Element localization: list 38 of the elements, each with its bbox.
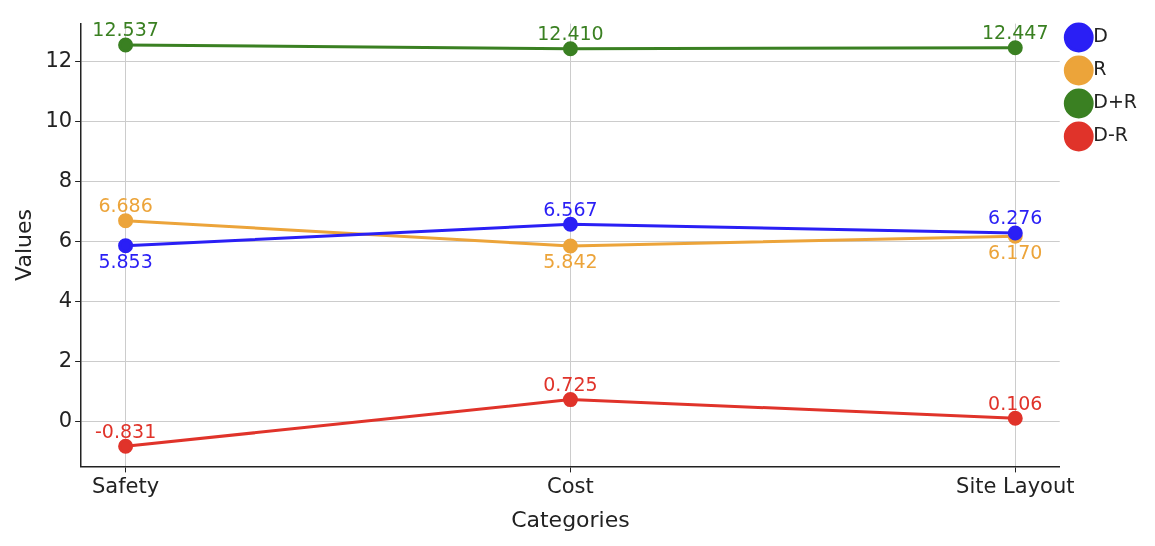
point — [1007, 410, 1023, 426]
data-label: 6.567 — [543, 197, 598, 220]
data-label: 5.842 — [543, 250, 598, 273]
point — [118, 37, 134, 53]
y-tick-label: 10 — [45, 107, 73, 132]
x-tick-label: Safety — [92, 474, 160, 499]
y-tick-label: 4 — [58, 287, 73, 312]
legend-label: R — [1093, 57, 1107, 80]
data-label: 0.725 — [543, 373, 598, 396]
x-tick-label: Cost — [547, 474, 594, 499]
point — [118, 213, 134, 229]
data-label: 6.686 — [98, 194, 153, 217]
y-tick-label: 12 — [45, 47, 73, 72]
point — [118, 238, 134, 254]
legend-label: D — [1093, 24, 1108, 47]
data-label: 12.537 — [92, 18, 159, 41]
data-label: 5.853 — [98, 250, 153, 273]
point — [562, 392, 578, 408]
data-label: 12.447 — [982, 21, 1049, 44]
legend-label: D+R — [1093, 90, 1138, 113]
point — [562, 216, 578, 232]
x-axis-title: Categories — [511, 506, 630, 532]
y-tick-label: 8 — [58, 167, 73, 192]
point — [1007, 40, 1023, 56]
x-tick-label: Site Layout — [956, 474, 1075, 499]
y-tick-label: 6 — [58, 227, 73, 252]
data-label: -0.831 — [94, 419, 157, 442]
data-label: 0.106 — [988, 391, 1043, 414]
legend-label: D-R — [1093, 123, 1128, 146]
y-axis-title: Values — [10, 209, 36, 281]
y-tick-label: 2 — [58, 347, 73, 372]
data-label: 6.276 — [988, 206, 1043, 229]
data-label: 6.170 — [988, 240, 1043, 263]
point — [118, 438, 134, 454]
point — [562, 41, 578, 57]
data-label: 12.410 — [537, 22, 604, 45]
y-tick-label: 0 — [58, 407, 73, 432]
point — [562, 238, 578, 254]
